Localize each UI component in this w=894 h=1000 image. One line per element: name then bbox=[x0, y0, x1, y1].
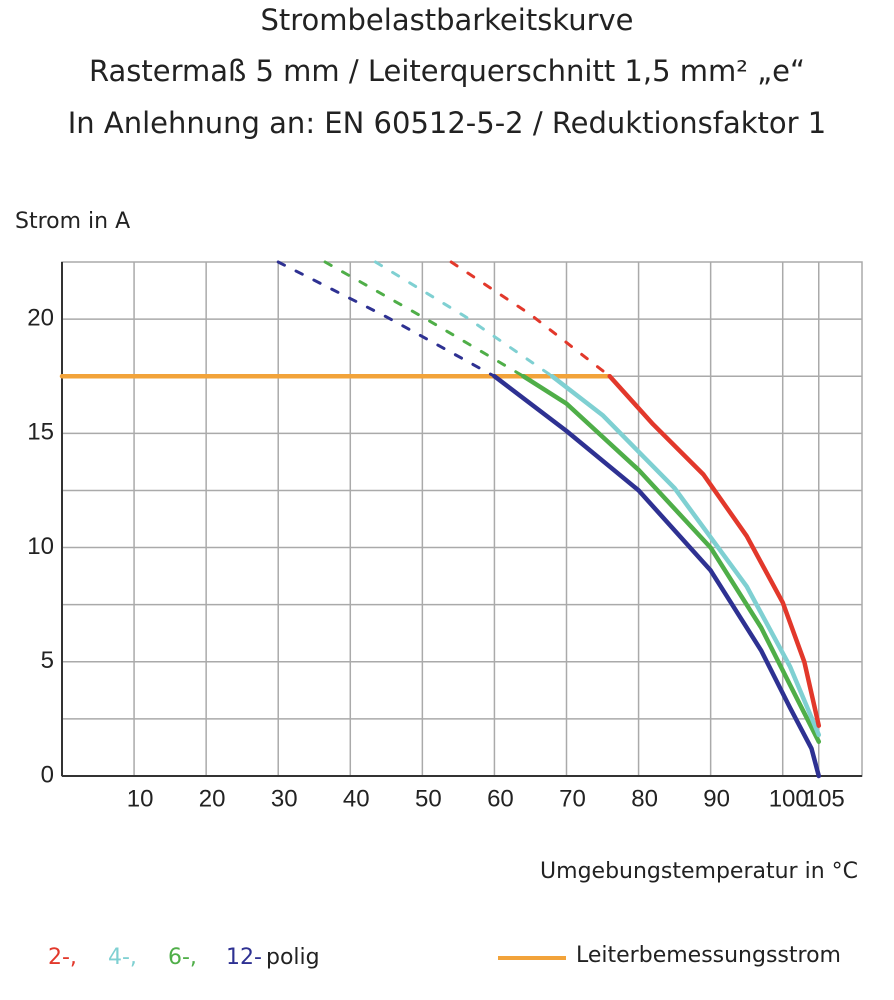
legend-label: polig bbox=[266, 945, 320, 970]
x-tick-label: 40 bbox=[343, 785, 370, 812]
x-tick-label: 105 bbox=[805, 785, 845, 812]
chart-title: Strombelastbarkeitskurve bbox=[260, 3, 633, 37]
line bbox=[549, 373, 822, 738]
plot-frame bbox=[61, 261, 863, 777]
x-tick-label: 90 bbox=[703, 785, 730, 812]
legend-label: 6-, bbox=[168, 945, 197, 970]
y-axis-label: Strom in A bbox=[15, 209, 130, 234]
x-tick-label: 70 bbox=[559, 785, 586, 812]
dashed-line bbox=[276, 260, 496, 378]
x-axis-label: Umgebungstemperatur in °C bbox=[540, 859, 858, 884]
y-tick-label: 5 bbox=[41, 647, 54, 674]
x-tick-label: 50 bbox=[415, 785, 442, 812]
legend-label: 2-, bbox=[48, 945, 77, 970]
legend-label: 12- bbox=[226, 945, 262, 970]
chart-subtitle: In Anlehnung an: EN 60512-5-2 / Reduktio… bbox=[68, 106, 827, 140]
legend-label: Leiterbemessungsstrom bbox=[576, 943, 841, 968]
y-tick-label: 20 bbox=[27, 304, 54, 331]
y-tick-label: 0 bbox=[41, 761, 54, 788]
x-tick-label: 30 bbox=[271, 785, 298, 812]
x-tick-label: 10 bbox=[127, 785, 154, 812]
chart-subtitle: Rastermaß 5 mm / Leiterquerschnitt 1,5 m… bbox=[89, 54, 805, 88]
legend-label: 4-, bbox=[108, 945, 137, 970]
dashed-line bbox=[374, 260, 554, 378]
line bbox=[521, 373, 822, 744]
dashed-line bbox=[449, 260, 612, 378]
x-tick-label: 100 bbox=[769, 785, 809, 812]
x-tick-label: 80 bbox=[631, 785, 658, 812]
y-tick-label: 15 bbox=[27, 419, 54, 446]
x-tick-label: 60 bbox=[487, 785, 514, 812]
line bbox=[607, 373, 822, 728]
y-tick-label: 10 bbox=[27, 533, 54, 560]
x-tick-label: 20 bbox=[199, 785, 226, 812]
line bbox=[492, 373, 822, 779]
